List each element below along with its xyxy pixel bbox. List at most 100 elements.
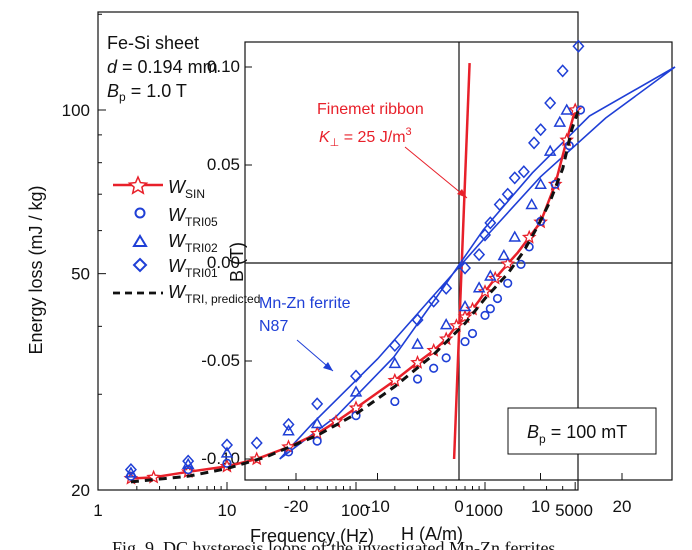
data-point-diamond: [250, 436, 263, 450]
x-tick-label: 1: [93, 501, 102, 520]
data-point-diamond: [501, 187, 514, 201]
data-point-diamond: [411, 313, 424, 327]
data-point-diamond: [349, 369, 363, 383]
series-line-tri-predicted: [130, 109, 580, 484]
annotation-finemet-k: K⊥ = 25 J/m3: [319, 126, 412, 149]
finemet-pointer: [404, 146, 468, 199]
legend-label-tri05: WTRI05: [168, 205, 218, 229]
data-point-triangle: [310, 417, 324, 429]
data-point-circle: [480, 310, 490, 320]
x-tick-label: 10: [218, 501, 237, 520]
data-point-circle: [485, 304, 495, 314]
data-point-star: [449, 318, 464, 332]
inset-y-tick-label: 0.00: [207, 253, 240, 272]
data-point-circle: [492, 293, 503, 304]
data-point-triangle: [543, 144, 557, 156]
inset-x-tick-label: -20: [284, 497, 309, 516]
data-point-diamond: [493, 197, 506, 212]
annotation-thickness: d = 0.194 mm: [107, 57, 218, 77]
data-point-diamond: [220, 438, 234, 452]
data-point-circle: [441, 353, 451, 363]
data-point-circle: [460, 336, 470, 347]
x-tick-label: 5000: [555, 501, 593, 520]
data-point-triangle: [525, 198, 538, 210]
inset-x-tick-label: 20: [613, 497, 632, 516]
data-point-triangle: [349, 385, 363, 397]
data-point-circle: [516, 259, 526, 269]
data-point-triangle: [472, 281, 486, 293]
data-point-triangle: [534, 177, 547, 190]
data-point-circle: [575, 105, 586, 115]
main-series: [123, 39, 586, 485]
mnzn-pointer-head: [323, 362, 333, 371]
y-tick-label: 50: [71, 265, 90, 284]
data-point-circle: [412, 374, 423, 384]
data-point-circle: [222, 458, 232, 468]
data-point-star: [146, 469, 162, 484]
inset-loop-mn-zn-ferrite-n87: [279, 66, 676, 460]
x-axis-label: Frequency (Hz): [250, 526, 374, 546]
data-point-diamond: [124, 463, 137, 477]
annotation-mnzn: Mn-Zn ferrite: [259, 295, 351, 312]
legend-label-tri02: WTRI02: [168, 231, 218, 255]
x-tick-label: 1000: [465, 501, 503, 520]
data-point-triangle: [388, 356, 402, 369]
data-point-triangle: [411, 337, 424, 349]
data-point-diamond: [388, 338, 401, 353]
data-point-star: [410, 354, 425, 369]
inset-x-tick-label: 10: [531, 497, 550, 516]
legend-label-sin: WSIN: [168, 177, 205, 201]
inset-series: [279, 63, 676, 460]
data-point-diamond: [572, 39, 585, 53]
legend-label-tri01: WTRI01: [168, 256, 218, 280]
data-point-diamond: [517, 165, 530, 179]
annotation-n87: N87: [259, 318, 288, 335]
data-point-diamond: [534, 123, 547, 137]
annotation-fe-si: Fe-Si sheet: [107, 33, 199, 53]
data-point-triangle: [508, 230, 522, 242]
data-point-diamond: [182, 454, 195, 468]
legend-marker-star: [127, 175, 149, 195]
data-point-triangle: [497, 248, 511, 261]
x-tick-label: 100: [341, 501, 369, 520]
data-point-star: [567, 102, 583, 117]
data-point-diamond: [556, 64, 569, 78]
inset-x-tick-label: 0: [454, 497, 463, 516]
data-point-diamond: [508, 171, 521, 185]
y-tick-label: 100: [62, 101, 90, 120]
data-point-star: [477, 284, 493, 299]
data-point-diamond: [459, 261, 472, 275]
data-point-circle: [467, 328, 478, 339]
figure-caption: Fig. 9. DC hysteresis loops of the inves…: [112, 538, 555, 550]
inset-x-tick-label: -10: [365, 497, 390, 516]
data-point-diamond: [427, 294, 440, 308]
data-point-triangle: [553, 115, 567, 127]
data-point-circle: [390, 396, 400, 407]
data-point-circle: [312, 436, 322, 446]
bp-box: [507, 407, 657, 455]
data-point-triangle: [484, 269, 497, 281]
legend-marker-diamond: [132, 257, 148, 273]
data-point-diamond: [478, 228, 492, 242]
inset-y-tick-label: 0.05: [207, 155, 240, 174]
data-point-star: [387, 372, 403, 387]
data-point-diamond: [544, 96, 557, 110]
legend-marker-circle: [134, 207, 146, 219]
finemet-pointer-head: [457, 189, 467, 198]
inset-y-tick-label: 0.10: [207, 57, 240, 76]
data-point-triangle: [220, 446, 234, 458]
data-point-diamond: [484, 216, 497, 230]
data-point-triangle: [458, 299, 472, 312]
inset-ticks: -20 -10 0 10 20-0.10-0.050.000.050.10: [201, 42, 672, 516]
data-point-diamond: [311, 397, 324, 411]
data-point-circle: [550, 179, 560, 189]
legend: WSIN WTRI05 WTRI02 WTRI01 WTRI, predicte…: [113, 175, 260, 306]
data-point-star: [500, 256, 516, 271]
data-point-circle: [351, 411, 361, 421]
data-point-circle: [283, 447, 294, 457]
annotation-finemet: Finemet ribbon: [317, 101, 424, 118]
data-point-diamond: [282, 417, 295, 432]
data-point-circle: [429, 363, 439, 373]
